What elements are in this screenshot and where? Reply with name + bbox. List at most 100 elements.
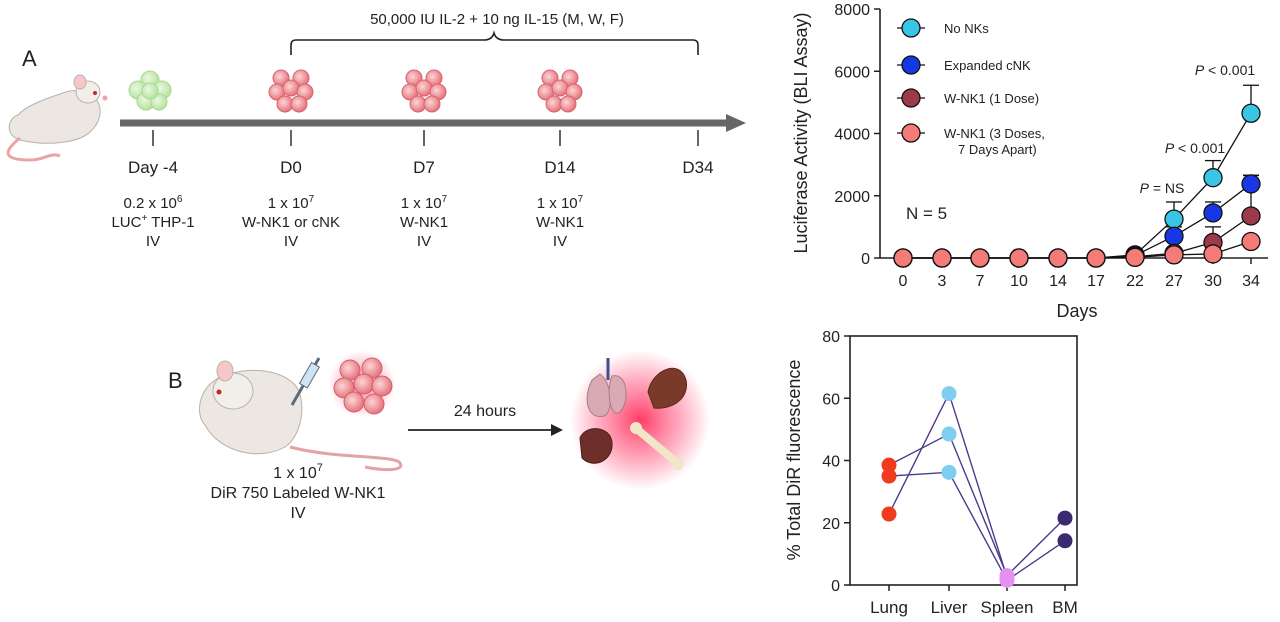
timeline-dose-base: 0.2 x 10 [124, 195, 177, 212]
data-point-3 [1009, 248, 1029, 268]
timeline-route-1: IV [284, 233, 298, 250]
data-point-liver [941, 464, 957, 480]
y-tick-label: 6000 [834, 64, 870, 81]
timeline-arrowhead [726, 114, 746, 132]
timeline-cells-text: W-NK1 or cNK [242, 214, 340, 231]
timeline-dose-0: 0.2 x 106 [124, 194, 183, 212]
data-point-3 [1241, 231, 1261, 252]
mouse-icon [6, 74, 108, 162]
x-tick-label: 10 [1010, 273, 1028, 290]
thp1-cell-cluster-icon [128, 70, 172, 111]
legend-label-3: W-NK1 (3 Doses, [944, 126, 1045, 141]
timeline-day-label-2: D7 [413, 158, 435, 177]
data-point-3 [1164, 245, 1184, 265]
nk-cell-3 [282, 79, 300, 97]
data-point-3 [1125, 247, 1145, 268]
x-tick-label: 22 [1126, 273, 1144, 290]
p-value-label-1: P < 0.001 [1165, 140, 1226, 156]
animal-link-1 [888, 471, 1066, 582]
x-tick-label: 0 [899, 273, 908, 290]
data-point-bm [1057, 533, 1073, 549]
timeline-cells-sup: + [141, 213, 147, 224]
p-symbol: P [1165, 140, 1175, 156]
time-arrow-label: 24 hours [454, 403, 516, 420]
y-axis-title: Luciferase Activity (BLI Assay) [791, 12, 811, 253]
bli-line-chart: 0 2000 4000 6000 8000 0 3 7 10 14 17 22 27 30 34 Days Lu… [791, 2, 1268, 321]
timeline-cells-3: W-NK1 [536, 214, 584, 231]
data-point-1 [1164, 226, 1184, 246]
data-point-0 [1241, 103, 1261, 123]
timeline-dose-2: 1 x 107 [401, 194, 448, 212]
y-tick-label: 0 [861, 251, 870, 268]
time-arrowhead [551, 424, 563, 436]
legend-label-0: No NKs [944, 21, 989, 36]
data-point-0 [1203, 168, 1223, 188]
x-axis-title: Days [1056, 301, 1097, 321]
x-tick-label: 17 [1087, 273, 1105, 290]
panel-a-letter: A [22, 46, 37, 71]
data-point-1 [1241, 174, 1261, 194]
p-value-label-0: P = NS [1140, 180, 1185, 196]
p-symbol: P [1140, 180, 1150, 196]
legend-label-2: W-NK1 (1 Dose) [944, 91, 1039, 106]
y-tick-label: 4000 [834, 127, 870, 144]
legend-marker-1 [901, 55, 921, 75]
x-tick-label: Liver [931, 598, 968, 617]
timeline-cells-b: THP-1 [147, 214, 194, 231]
organs-icon [570, 350, 710, 490]
x-tick-label: 27 [1165, 273, 1183, 290]
data-point-bm [1057, 510, 1073, 526]
timeline-cells-0: LUC+ THP-1 [111, 213, 194, 231]
data-point-lung [881, 468, 897, 484]
x-tick-label: 3 [938, 273, 947, 290]
data-point-lung [881, 506, 897, 522]
y-axis-title: % Total DiR fluorescence [784, 360, 804, 561]
legend-marker-2 [901, 88, 921, 108]
timeline-dose-exp: 6 [177, 194, 183, 205]
timeline-dose-3: 1 x 107 [537, 194, 584, 212]
y-tick-label: 40 [822, 454, 840, 471]
mouse-injection-icon [199, 357, 403, 472]
data-point-3 [932, 248, 952, 268]
data-point-3 [1203, 244, 1223, 264]
x-tick-label: 7 [976, 273, 985, 290]
y-tick-label: 0 [831, 578, 840, 595]
treatment-bracket [290, 30, 699, 55]
p-value: < 0.001 [1204, 62, 1255, 78]
x-tick-label: Lung [870, 598, 908, 617]
nk-cell-3 [551, 79, 569, 97]
p-value: = NS [1149, 180, 1184, 196]
nk-cell-6 [559, 95, 577, 113]
nk-cell-cluster-icon-1 [401, 69, 447, 113]
x-tick-label: BM [1052, 598, 1078, 617]
data-point-3 [970, 248, 990, 268]
timeline-cells-text: W-NK1 [400, 214, 448, 231]
data-point-3 [1086, 248, 1106, 268]
timeline-route-0: IV [146, 233, 160, 250]
data-point-3 [893, 248, 913, 268]
nk-cell-3 [415, 79, 433, 97]
timeline-day-label-0: Day -4 [128, 158, 178, 177]
timeline-dose-1: 1 x 107 [268, 194, 315, 212]
animal-link-0 [888, 433, 1066, 577]
data-point-1 [1203, 203, 1223, 223]
timeline-dose-exp: 7 [578, 194, 584, 205]
series-line-3 [903, 240, 1252, 259]
data-point-lung [881, 457, 897, 473]
timeline-cells-2: W-NK1 [400, 214, 448, 231]
data-point-liver [941, 426, 957, 442]
timeline-cells-a: LUC [111, 214, 141, 231]
p-value-label-2: P < 0.001 [1195, 62, 1256, 78]
timeline-dose-base: 1 x 10 [401, 195, 442, 212]
y-tick-label: 8000 [834, 2, 870, 19]
animal-link-2 [888, 391, 1008, 578]
timeline-day-label-3: D14 [544, 158, 575, 177]
data-point-3 [1048, 248, 1068, 268]
nk-cell-cluster-icon-0 [268, 69, 314, 113]
data-point-0 [1164, 209, 1184, 229]
y-tick-label: 60 [822, 391, 840, 408]
dose-line3: IV [290, 505, 305, 522]
n-annotation: N = 5 [906, 204, 947, 223]
timeline-route-2: IV [417, 233, 431, 250]
